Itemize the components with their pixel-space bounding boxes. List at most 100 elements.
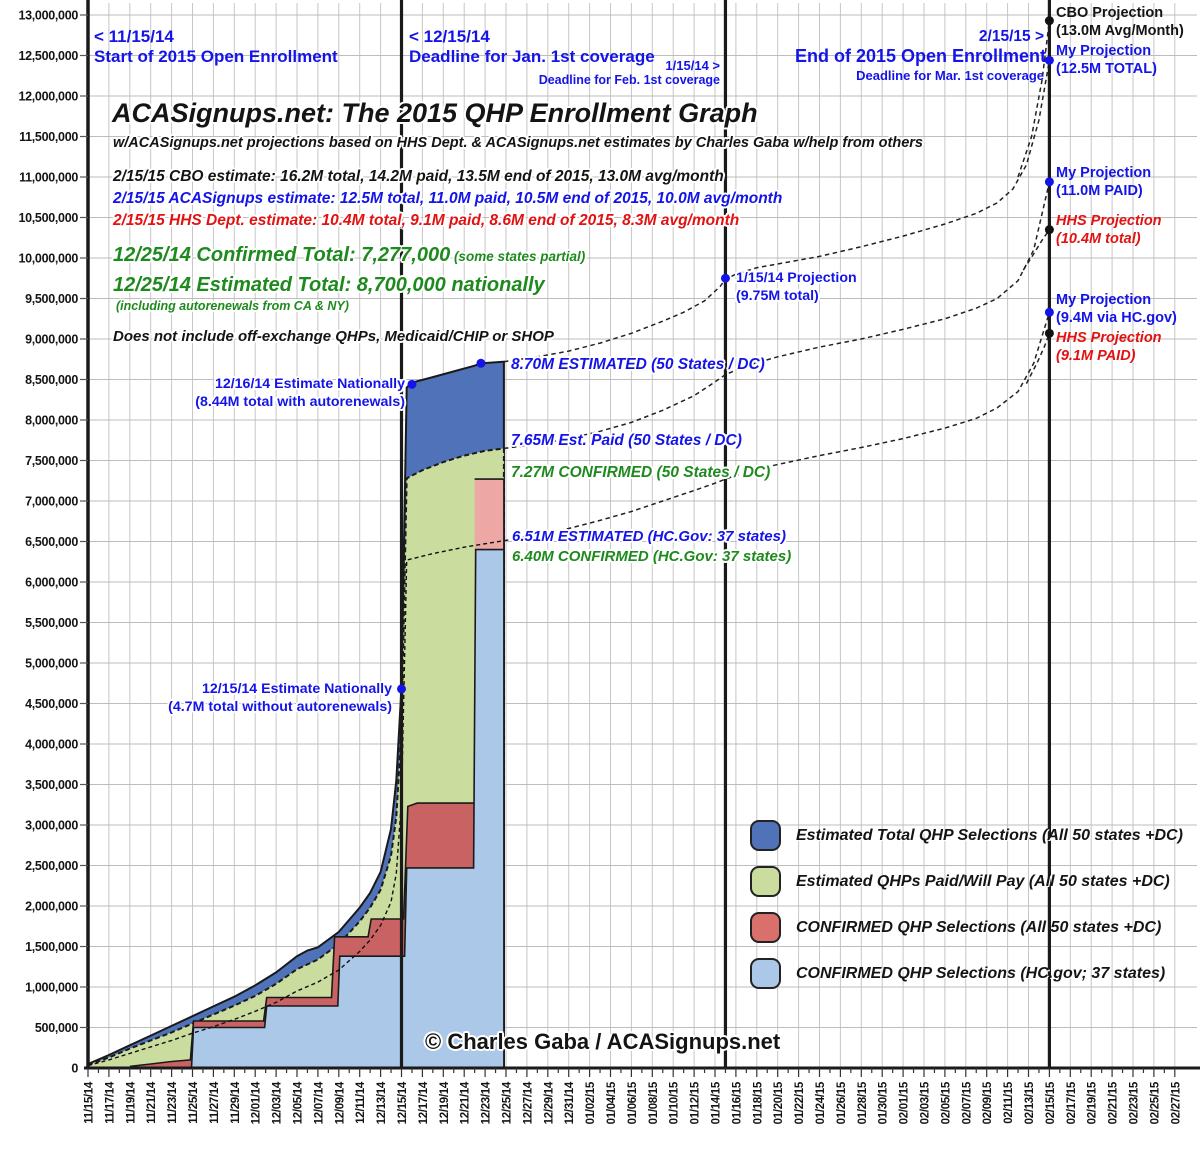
projection-dot — [1044, 16, 1054, 26]
y-tick-label: 3,000,000 — [25, 819, 78, 833]
y-tick-label: 4,000,000 — [25, 738, 78, 752]
projection-curve-1 — [1017, 20, 1051, 178]
x-tick-label: 01/20/15 — [773, 1081, 785, 1124]
x-tick-label: 12/01/14 — [251, 1081, 263, 1124]
x-tick-label: 01/14/15 — [711, 1081, 723, 1124]
hcgov-estimate-dashed-line — [87, 540, 505, 1067]
projection-label: HHS Projection (10.4M total) — [1056, 213, 1162, 247]
x-tick-label: 11/21/14 — [146, 1081, 158, 1124]
event-label-open-enrollment-end: 2/15/15 > End of 2015 Open Enrollment De… — [795, 28, 1047, 83]
confirmed-total-line: 12/25/14 Confirmed Total: 7,277,000 (som… — [113, 244, 585, 268]
event-text: Deadline for Feb. 1st coverage — [538, 73, 720, 88]
legend-label: Estimated Total QHP Selections (All 50 s… — [796, 826, 1183, 844]
y-tick-label: 1,000,000 — [25, 981, 78, 995]
x-tick-label: 01/26/15 — [836, 1081, 848, 1124]
estimate-line-hhs: 2/15/15 HHS Dept. estimate: 10.4M total,… — [113, 212, 740, 229]
event-date: < 12/15/14 — [409, 27, 490, 46]
annotation-dec15-estimate: 12/15/14 Estimate Nationally (4.7M total… — [142, 680, 392, 716]
x-tick-label: 01/28/15 — [857, 1081, 869, 1124]
legend-swatch — [750, 820, 781, 851]
projection-dot — [397, 684, 406, 694]
x-tick-label: 12/03/14 — [272, 1081, 284, 1124]
projection-curve-0 — [503, 60, 1051, 363]
x-tick-label: 12/25/14 — [502, 1081, 514, 1124]
annotation-jan15-projection: 1/15/14 Projection (9.75M total) — [736, 269, 857, 305]
series-top-stroke-2 — [129, 802, 505, 1068]
projection-dot — [1044, 328, 1054, 338]
y-tick-label: 6,500,000 — [25, 535, 78, 549]
y-tick-label: 5,500,000 — [25, 616, 78, 630]
y-tick-label: 5,000,000 — [25, 657, 78, 671]
x-tick-label: 12/15/14 — [397, 1081, 409, 1124]
x-tick-label: 12/09/14 — [334, 1081, 346, 1124]
chart-subtitle: w/ACASignups.net projections based on HH… — [113, 135, 923, 151]
confirmed-total-qualifier: (some states partial) — [450, 249, 586, 264]
x-tick-label: 12/11/14 — [355, 1081, 367, 1124]
x-tick-label: 11/15/14 — [84, 1081, 96, 1124]
projection-label: My Projection (9.4M via HC.gov) — [1056, 292, 1177, 326]
x-tick-label: 02/01/15 — [899, 1081, 911, 1124]
series-area-4 — [191, 549, 504, 1068]
legend-item: CONFIRMED QHP Selections (All 50 states … — [750, 912, 1183, 943]
projection-curve-3 — [1022, 229, 1051, 271]
x-tick-label: 11/25/14 — [188, 1081, 200, 1124]
x-tick-label: 02/03/15 — [920, 1081, 932, 1124]
annotation-line: 12/15/14 Estimate Nationally — [201, 681, 392, 697]
annotation-dec16-estimate: 12/16/14 Estimate Nationally (8.44M tota… — [155, 375, 405, 411]
x-tick-label: 01/10/15 — [669, 1081, 681, 1124]
annotation-line: 1/15/14 Projection — [736, 270, 857, 286]
x-tick-label: 11/29/14 — [230, 1081, 242, 1124]
x-tick-label: 12/21/14 — [460, 1081, 472, 1124]
x-tick-label: 01/16/15 — [731, 1081, 743, 1124]
y-tick-label: 4,500,000 — [25, 697, 78, 711]
confirmed-total-main: 12/25/14 Confirmed Total: 7,277,000 — [113, 244, 451, 266]
copyright-text: © Charles Gaba / ACASignups.net — [425, 1029, 781, 1054]
event-subtext: Deadline for Mar. 1st coverage — [856, 67, 1044, 83]
event-date: 1/15/14 > — [665, 58, 720, 73]
x-tick-label: 02/19/15 — [1087, 1081, 1099, 1124]
chart-legend: Estimated Total QHP Selections (All 50 s… — [750, 820, 1183, 1004]
x-tick-label: 02/17/15 — [1066, 1081, 1078, 1124]
exclusions-note: Does not include off-exchange QHPs, Medi… — [113, 328, 554, 345]
x-tick-label: 02/11/15 — [1003, 1081, 1015, 1124]
annotation-line: 12/16/14 Estimate Nationally — [214, 376, 405, 392]
x-tick-label: 01/22/15 — [794, 1081, 806, 1124]
x-tick-label: 11/19/14 — [125, 1081, 137, 1124]
x-tick-label: 02/05/15 — [940, 1081, 952, 1124]
y-tick-label: 2,000,000 — [25, 900, 78, 914]
event-label-dec15-deadline: < 12/15/14 Deadline for Jan. 1st coverag… — [409, 27, 655, 67]
projection-dot — [476, 358, 486, 368]
x-tick-label: 12/23/14 — [481, 1081, 493, 1124]
x-tick-label: 02/23/15 — [1129, 1081, 1141, 1124]
series-top-stroke-0 — [87, 360, 505, 1068]
y-tick-label: 12,500,000 — [18, 49, 78, 63]
event-text: End of 2015 Open Enrollment — [795, 46, 1047, 67]
x-tick-label: 12/13/14 — [376, 1081, 388, 1124]
y-tick-label: 8,500,000 — [25, 373, 78, 387]
event-text: Start of 2015 Open Enrollment — [94, 47, 338, 67]
x-tick-label: 11/17/14 — [104, 1081, 116, 1124]
x-tick-label: 02/13/15 — [1024, 1081, 1036, 1124]
x-tick-label: 01/12/15 — [690, 1081, 702, 1124]
y-tick-label: 0 — [71, 1062, 78, 1076]
x-tick-label: 01/06/15 — [627, 1081, 639, 1124]
projection-dot — [1044, 307, 1054, 317]
projection-label: CBO Projection (13.0M Avg/Month) — [1056, 5, 1184, 39]
x-tick-label: 01/04/15 — [606, 1081, 618, 1124]
legend-label: Estimated QHPs Paid/Will Pay (All 50 sta… — [796, 872, 1170, 890]
y-tick-label: 12,000,000 — [18, 90, 78, 104]
x-tick-label: 02/07/15 — [961, 1081, 973, 1124]
legend-swatch — [750, 958, 781, 989]
projection-dot — [407, 379, 417, 389]
event-text: Deadline for Jan. 1st coverage — [409, 47, 655, 67]
projection-dot — [720, 273, 730, 283]
projection-label: HHS Projection (9.1M PAID) — [1056, 330, 1162, 364]
y-tick-label: 10,500,000 — [18, 211, 78, 225]
event-label-open-enrollment-start: < 11/15/14 Start of 2015 Open Enrollment — [94, 27, 338, 67]
x-tick-label: 12/31/14 — [564, 1081, 576, 1124]
x-tick-label: 12/19/14 — [439, 1081, 451, 1124]
x-tick-label: 02/25/15 — [1149, 1081, 1161, 1124]
legend-swatch — [750, 866, 781, 897]
y-tick-label: 9,500,000 — [25, 292, 78, 306]
legend-label: CONFIRMED QHP Selections (HC.gov; 37 sta… — [796, 964, 1166, 982]
